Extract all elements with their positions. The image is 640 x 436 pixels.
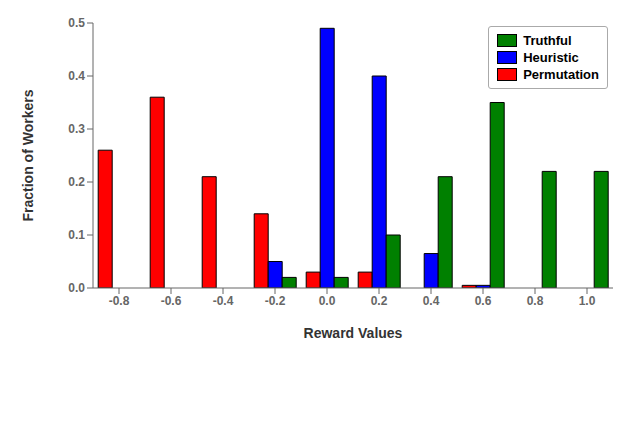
svg-text:-0.8: -0.8 [109, 294, 130, 308]
svg-text:Fraction of Workers: Fraction of Workers [20, 89, 36, 221]
svg-text:-0.4: -0.4 [213, 294, 234, 308]
svg-text:0.0: 0.0 [68, 281, 85, 295]
svg-text:1.0: 1.0 [579, 294, 596, 308]
svg-text:-0.6: -0.6 [161, 294, 182, 308]
html-text:Truthful: Truthful [523, 33, 572, 48]
html-text:Permutation: Permutation [523, 67, 599, 82]
svg-text:0.3: 0.3 [68, 122, 85, 136]
svg-text:Reward Values: Reward Values [304, 325, 403, 341]
svg-text:0.1: 0.1 [68, 228, 85, 242]
svg-text:0.4: 0.4 [68, 69, 85, 83]
svg-text:0.2: 0.2 [371, 294, 388, 308]
html-text:Heuristic: Heuristic [523, 50, 579, 65]
svg-text:0.8: 0.8 [527, 294, 544, 308]
svg-text:0.5: 0.5 [68, 16, 85, 30]
svg-text:-0.2: -0.2 [265, 294, 286, 308]
svg-text:0.4: 0.4 [423, 294, 440, 308]
svg-text:0.6: 0.6 [475, 294, 492, 308]
svg-text:0.0: 0.0 [319, 294, 336, 308]
svg-text:0.2: 0.2 [68, 175, 85, 189]
